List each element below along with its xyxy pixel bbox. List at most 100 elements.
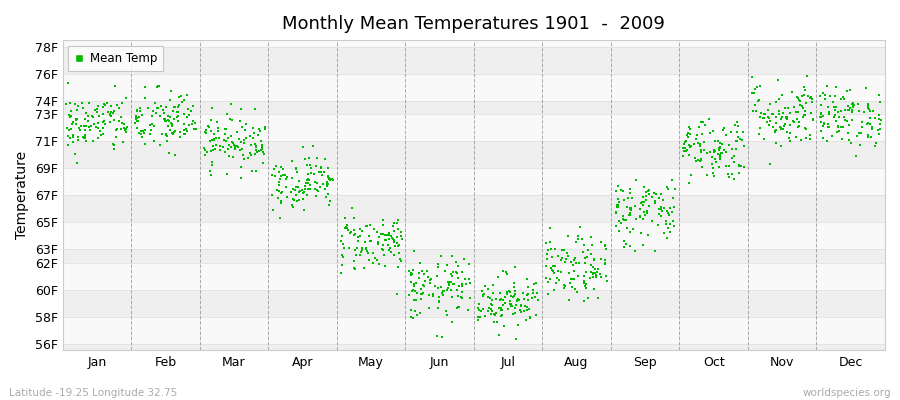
- Point: [798, 126, 813, 132]
- Point: [320, 180, 334, 187]
- Point: [813, 93, 827, 99]
- Point: [732, 162, 746, 168]
- Bar: [62, 344, 885, 350]
- Point: [205, 159, 220, 165]
- Point: [197, 152, 211, 158]
- Point: [577, 298, 591, 304]
- Point: [91, 135, 105, 142]
- Point: [317, 169, 331, 175]
- Point: [421, 292, 436, 298]
- Point: [503, 289, 517, 295]
- Point: [484, 300, 499, 307]
- Point: [540, 251, 554, 257]
- Point: [796, 93, 810, 100]
- Point: [523, 314, 537, 320]
- Point: [854, 130, 868, 136]
- Point: [423, 280, 437, 286]
- Point: [734, 136, 748, 142]
- Point: [590, 269, 604, 275]
- Point: [68, 100, 82, 107]
- Point: [730, 129, 744, 136]
- Point: [386, 236, 400, 242]
- Point: [431, 305, 446, 311]
- Point: [682, 152, 697, 158]
- Point: [611, 217, 625, 224]
- Point: [492, 290, 507, 296]
- Point: [544, 246, 558, 252]
- Point: [309, 163, 323, 169]
- Point: [130, 116, 144, 123]
- Point: [709, 159, 724, 166]
- Point: [434, 284, 448, 290]
- Point: [436, 290, 450, 296]
- Point: [695, 164, 709, 170]
- Bar: [62, 263, 885, 290]
- Point: [224, 100, 238, 107]
- Point: [420, 274, 435, 280]
- Point: [577, 242, 591, 248]
- Point: [391, 217, 405, 224]
- Point: [419, 268, 434, 274]
- Point: [491, 274, 506, 280]
- Point: [476, 306, 491, 312]
- Point: [831, 124, 845, 130]
- Point: [695, 130, 709, 137]
- Point: [821, 121, 835, 127]
- Point: [495, 306, 509, 313]
- Point: [63, 114, 77, 120]
- Point: [508, 305, 522, 311]
- Point: [115, 100, 130, 106]
- Point: [394, 235, 409, 242]
- Point: [96, 130, 111, 137]
- Point: [529, 280, 544, 286]
- Point: [528, 311, 543, 318]
- Point: [175, 99, 189, 106]
- Point: [338, 215, 352, 222]
- Point: [422, 305, 436, 312]
- Point: [309, 193, 323, 200]
- Point: [270, 186, 284, 193]
- Point: [272, 168, 286, 175]
- Point: [336, 254, 350, 260]
- Point: [655, 197, 670, 203]
- Point: [444, 278, 458, 285]
- Point: [730, 138, 744, 144]
- Point: [115, 120, 130, 126]
- Point: [817, 96, 832, 102]
- Point: [868, 115, 882, 122]
- Point: [763, 100, 778, 107]
- Point: [406, 315, 420, 321]
- Point: [248, 141, 262, 147]
- Point: [78, 132, 93, 138]
- Point: [660, 184, 674, 190]
- Point: [773, 126, 788, 132]
- Point: [828, 107, 842, 113]
- Point: [571, 233, 585, 239]
- Point: [382, 236, 397, 242]
- Point: [770, 114, 784, 120]
- Point: [588, 270, 602, 276]
- Point: [557, 247, 572, 253]
- Point: [633, 214, 647, 220]
- Point: [225, 117, 239, 123]
- Point: [432, 299, 446, 305]
- Point: [611, 183, 625, 190]
- Point: [383, 248, 398, 255]
- Point: [204, 162, 219, 168]
- Point: [285, 202, 300, 208]
- Point: [163, 113, 177, 120]
- Point: [620, 204, 634, 210]
- Point: [70, 160, 85, 166]
- Point: [617, 217, 632, 224]
- Point: [171, 94, 185, 100]
- Point: [845, 104, 859, 110]
- Point: [166, 130, 180, 137]
- Point: [835, 135, 850, 142]
- Point: [244, 152, 258, 158]
- Point: [483, 295, 498, 301]
- Point: [587, 286, 601, 292]
- Point: [226, 140, 240, 146]
- Point: [413, 310, 428, 317]
- Point: [143, 121, 157, 128]
- Point: [804, 94, 818, 100]
